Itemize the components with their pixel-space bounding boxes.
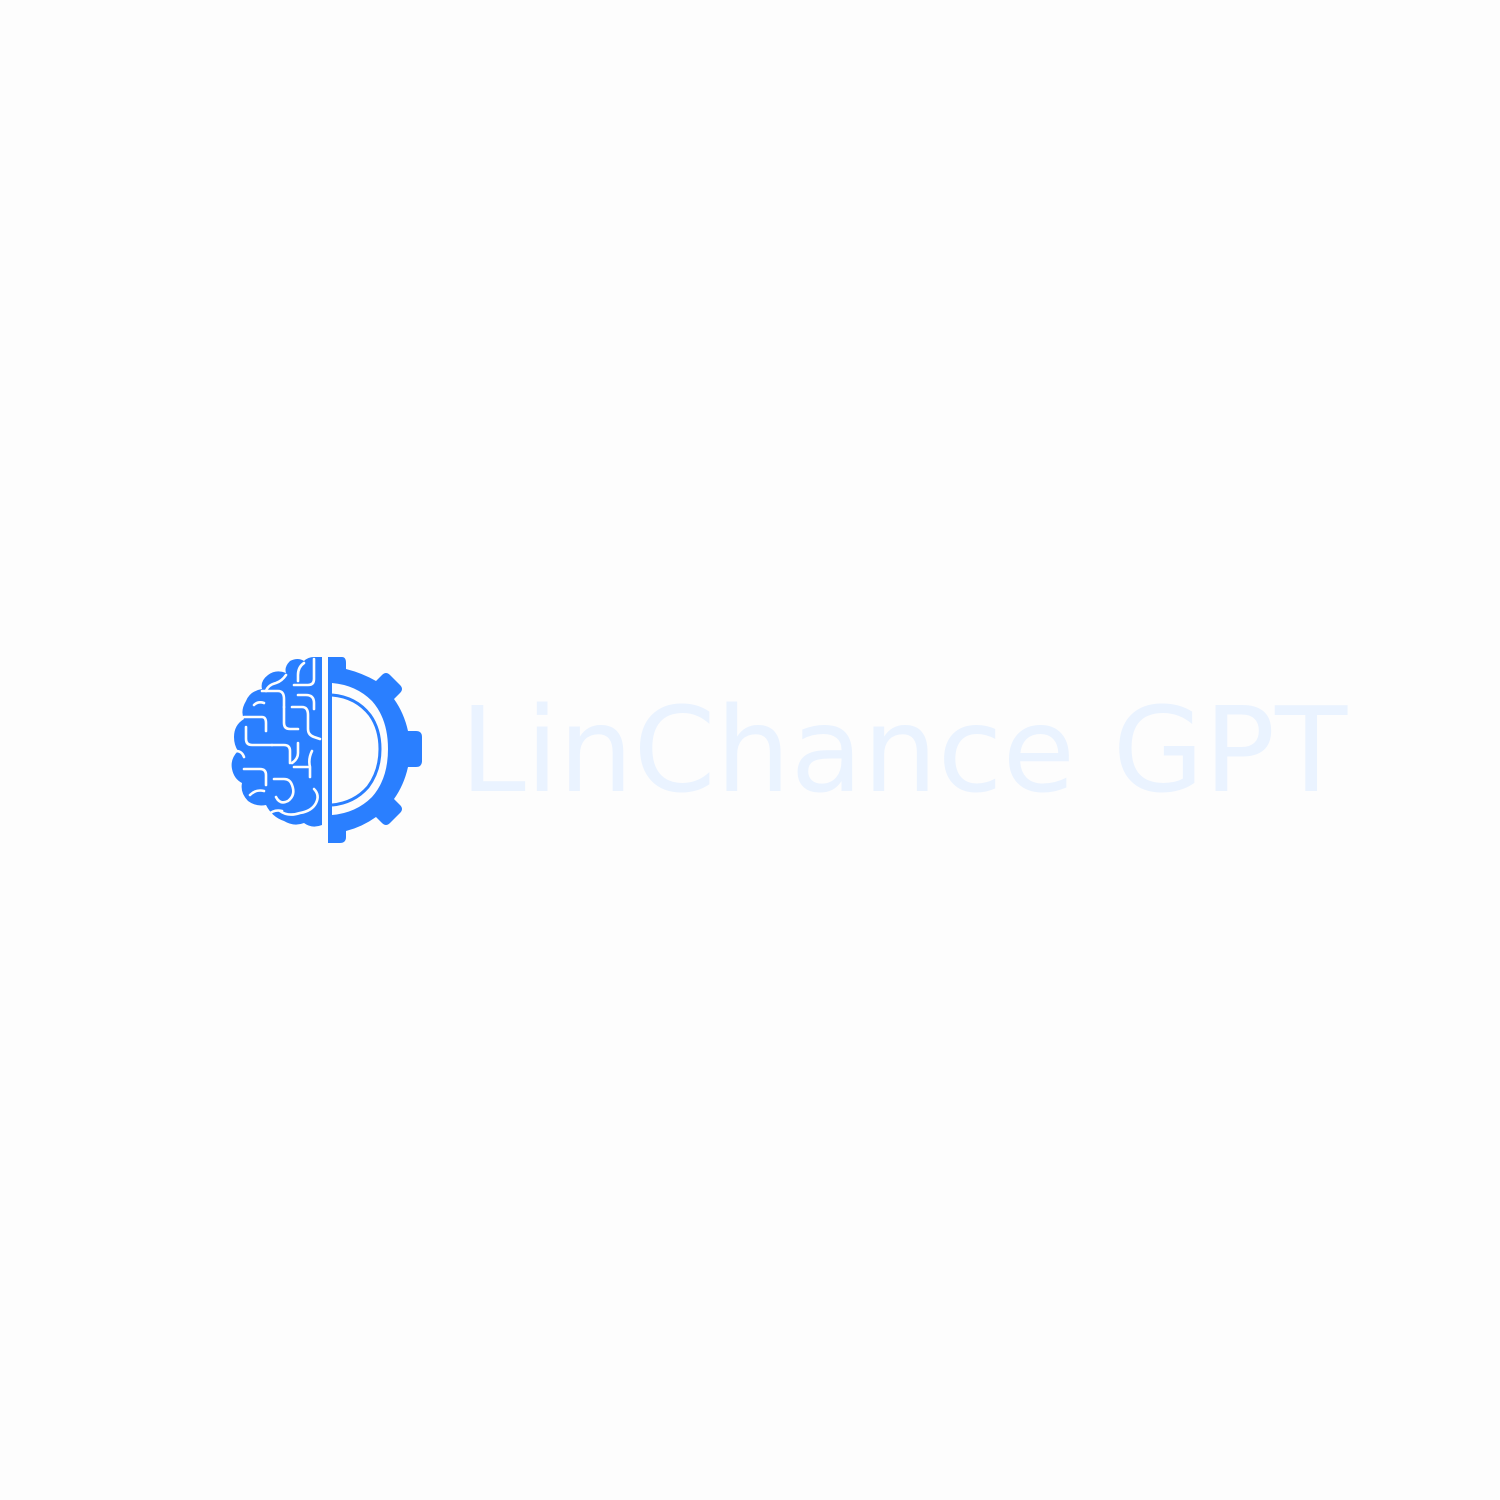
brain-half-shape <box>231 657 322 827</box>
brain-gear-icon <box>228 655 424 845</box>
brand-wordmark: LinChance GPT <box>460 681 1348 819</box>
gear-half-shape <box>328 657 422 843</box>
